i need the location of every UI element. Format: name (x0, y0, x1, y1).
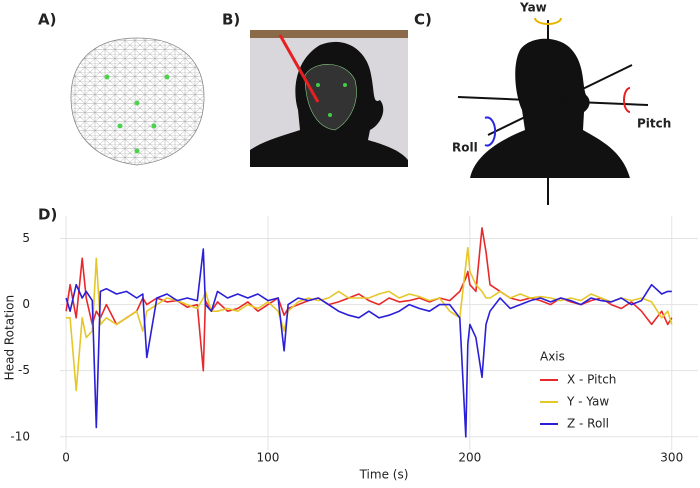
head-axes: Yaw Pitch Roll (452, 1, 671, 205)
rotation-label: Yaw (519, 1, 547, 15)
series-line (65, 248, 672, 438)
legend-label: Z - Roll (567, 417, 609, 431)
y-tick-label: 0 (22, 297, 30, 311)
x-axis-title: Time (s) (359, 468, 409, 482)
series-line (66, 246, 673, 392)
y-axis-title: Head Rotation (3, 295, 17, 380)
x-tick-label: 100 (257, 451, 280, 465)
legend-title: Axis (540, 350, 565, 364)
y-tick-label: -10 (10, 429, 30, 443)
rotation-label: Roll (452, 141, 478, 155)
panel-label: B) (222, 11, 240, 29)
face-mesh (70, 37, 205, 166)
x-tick-label: 300 (660, 451, 683, 465)
rotation-label: Pitch (637, 117, 671, 131)
face-photo (250, 30, 408, 167)
x-tick-label: 200 (458, 451, 481, 465)
y-tick-label: -5 (18, 363, 30, 377)
panel-label: A) (38, 11, 56, 29)
x-tick-label: 0 (62, 451, 70, 465)
y-tick-label: 5 (22, 231, 30, 245)
legend-label: Y - Yaw (566, 395, 609, 409)
panel-label: C) (414, 11, 432, 29)
legend-label: X - Pitch (567, 373, 616, 387)
panel-label: D) (38, 206, 57, 224)
